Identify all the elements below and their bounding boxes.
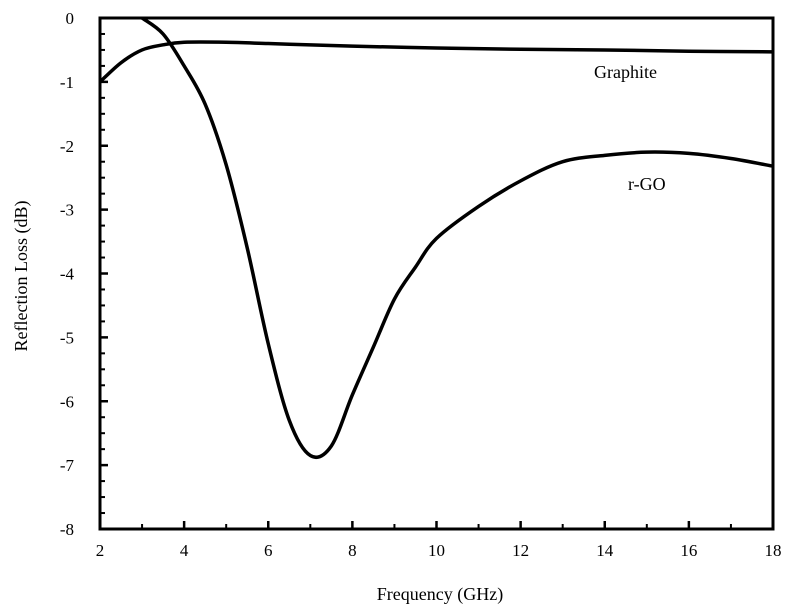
y-tick-label: 0: [66, 9, 75, 28]
series-line-graphite: [100, 40, 773, 84]
series-label-r-go: r-GO: [628, 174, 666, 194]
x-tick-label: 10: [428, 541, 445, 560]
y-tick-label: -7: [60, 456, 75, 475]
y-axis-title: Reflection Loss (dB): [11, 201, 32, 352]
y-tick-label: -2: [60, 137, 74, 156]
series-label-graphite: Graphite: [594, 62, 657, 82]
y-tick-label: -1: [60, 73, 74, 92]
y-axis: 0 -1 -2 -3 -4 -5 -6 -7 -8: [60, 9, 108, 539]
y-tick-label: -5: [60, 328, 74, 347]
x-tick-label: 6: [264, 541, 273, 560]
x-tick-label: 4: [180, 541, 189, 560]
x-tick-label: 8: [348, 541, 357, 560]
series-line-r-go: [140, 18, 773, 460]
x-tick-label: 12: [512, 541, 529, 560]
y-tick-label: -8: [60, 520, 74, 539]
y-tick-label: -3: [60, 201, 74, 220]
series-lines: [100, 18, 773, 460]
x-axis: 2 4 6 8 10 12 14 16 18: [96, 521, 782, 560]
y-tick-label: -4: [60, 265, 75, 284]
x-tick-label: 14: [596, 541, 614, 560]
y-tick-label: -6: [60, 392, 74, 411]
x-tick-label: 18: [765, 541, 782, 560]
x-tick-label: 2: [96, 541, 105, 560]
x-axis-title: Frequency (GHz): [377, 584, 503, 605]
x-tick-label: 16: [680, 541, 697, 560]
